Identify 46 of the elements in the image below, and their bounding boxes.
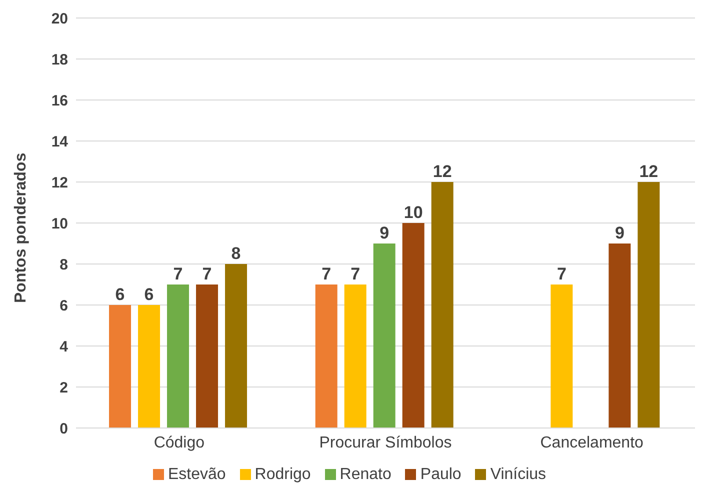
y-tick-label: 18	[51, 51, 68, 68]
y-tick-label: 10	[51, 215, 68, 232]
data-label: 7	[350, 264, 360, 284]
data-label: 8	[231, 244, 241, 263]
data-label: 9	[614, 224, 624, 242]
legend-label: Vinícius	[490, 466, 546, 483]
x-tick-label: Código	[154, 434, 205, 452]
y-tick-label: 8	[60, 256, 68, 274]
y-tick-label: 20	[51, 10, 68, 28]
y-tick-label: 0	[60, 420, 68, 438]
data-label: 6	[144, 285, 154, 304]
y-tick-label: 4	[60, 338, 69, 356]
y-tick-label: 12	[51, 174, 68, 192]
bar	[344, 284, 366, 428]
bar	[638, 182, 660, 428]
y-tick-label: 6	[60, 297, 68, 314]
y-tick-label: 16	[51, 92, 68, 110]
data-label: 12	[432, 162, 452, 181]
y-tick-label: 14	[51, 133, 69, 150]
bar	[196, 284, 218, 428]
x-tick-label: Cancelamento	[540, 434, 644, 452]
data-label: 9	[380, 224, 390, 242]
data-label: 7	[173, 264, 183, 284]
data-label: 6	[115, 285, 125, 304]
y-tick-label: 2	[60, 379, 68, 396]
bar	[167, 284, 190, 428]
data-label: 7	[556, 264, 566, 284]
bar	[402, 223, 424, 428]
legend-label: Estevão	[168, 466, 226, 483]
legend-label: Paulo	[420, 466, 462, 483]
bar	[225, 264, 248, 428]
bar	[109, 305, 132, 428]
bar	[373, 244, 396, 428]
legend-label: Renato	[340, 466, 392, 483]
bar	[315, 284, 338, 428]
bar	[550, 284, 573, 428]
bar	[431, 182, 454, 428]
legend-label: Rodrigo	[254, 466, 311, 483]
x-tick-label: Procurar Símbolos	[319, 434, 452, 452]
bar	[138, 305, 160, 428]
data-label: 12	[639, 162, 658, 181]
y-axis-title: Pontos ponderados	[12, 152, 30, 303]
data-label: 10	[404, 203, 423, 222]
bar	[608, 244, 631, 428]
data-label: 7	[322, 264, 332, 284]
data-label: 7	[202, 264, 212, 284]
